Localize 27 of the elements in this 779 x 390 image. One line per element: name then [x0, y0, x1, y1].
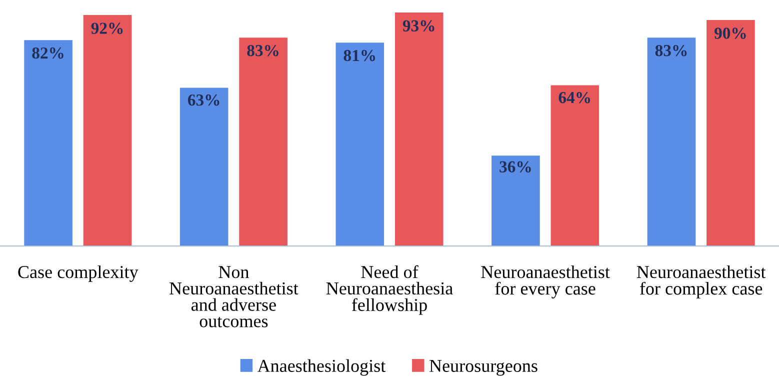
x-tick-label: Neuroanaesthetist for every case: [481, 265, 610, 298]
bar: [239, 38, 288, 246]
data-label: 36%: [500, 161, 531, 173]
bar: [492, 156, 540, 246]
bar: [180, 88, 228, 246]
x-tick-label: Non Neuroanaesthetist and adverse outcomes: [170, 266, 298, 328]
data-label: 81%: [344, 50, 375, 62]
bar: [83, 14, 132, 246]
data-label: 82%: [32, 47, 64, 59]
x-tick-label: Need of Neuroanaesthesia fellowship: [326, 265, 453, 315]
data-label: 93%: [402, 20, 434, 32]
x-tick-label: Case complexity: [18, 265, 138, 282]
x-tick-label: Neuroanaesthetist for complex case: [636, 265, 766, 298]
bar: [550, 85, 600, 246]
data-label: 63%: [188, 94, 220, 106]
data-label: 90%: [714, 28, 746, 39]
bar: [394, 12, 444, 246]
bar: [647, 38, 696, 246]
legend-label: Anaesthesiologist: [257, 359, 386, 376]
data-label: 64%: [558, 92, 590, 104]
data-label: 83%: [655, 44, 687, 56]
legend-label: Neurosurgeons: [430, 360, 538, 376]
bar: [24, 40, 72, 246]
bar: [336, 42, 384, 246]
data-label: 92%: [91, 22, 123, 34]
data-label: 83%: [247, 44, 278, 56]
bar: [706, 20, 755, 246]
